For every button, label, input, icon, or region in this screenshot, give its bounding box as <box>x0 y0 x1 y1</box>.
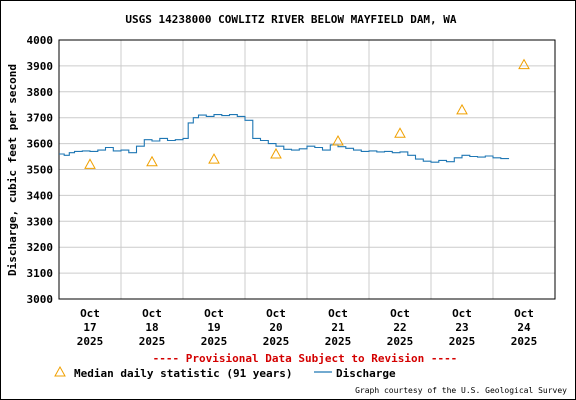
median-marker <box>394 127 406 138</box>
legend-discharge-label: Discharge <box>336 367 396 380</box>
x-tick-label: 2025 <box>325 335 352 348</box>
x-tick-labels: Oct172025Oct182025Oct192025Oct202025Oct2… <box>77 307 538 348</box>
provisional-note: ---- Provisional Data Subject to Revisio… <box>153 352 458 365</box>
y-axis-label: Discharge, cubic feet per second <box>6 64 19 276</box>
x-tick-label: Oct <box>328 307 348 320</box>
discharge-series <box>59 114 510 163</box>
x-tick-label: 2025 <box>77 335 104 348</box>
legend: Median daily statistic (91 years) Discha… <box>54 365 396 380</box>
x-tick-label: 2025 <box>263 335 290 348</box>
x-tick-label: 2025 <box>139 335 166 348</box>
y-tick-label: 3200 <box>27 241 54 254</box>
x-tick-label: 2025 <box>201 335 228 348</box>
y-tick-label: 3900 <box>27 60 54 73</box>
x-tick-label: 19 <box>207 321 220 334</box>
x-tick-label: Oct <box>452 307 472 320</box>
y-tick-label: 3000 <box>27 293 54 306</box>
median-marker <box>146 155 158 167</box>
x-tick-label: 17 <box>83 321 96 334</box>
x-tick-label: Oct <box>390 307 410 320</box>
y-tick-label: 3800 <box>27 86 54 99</box>
x-tick-label: 22 <box>393 321 406 334</box>
y-tick-label: 3300 <box>27 215 54 228</box>
x-tick-label: 2025 <box>511 335 538 348</box>
x-tick-label: 20 <box>269 321 282 334</box>
discharge-line <box>59 114 510 163</box>
legend-median-label: Median daily statistic (91 years) <box>74 367 293 380</box>
x-tick-label: 2025 <box>449 335 476 348</box>
x-tick-label: 21 <box>331 321 345 334</box>
median-marker <box>84 158 96 169</box>
chart-title: USGS 14238000 COWLITZ RIVER BELOW MAYFIE… <box>125 13 457 26</box>
x-tick-label: 18 <box>145 321 158 334</box>
x-tick-label: 23 <box>455 321 468 334</box>
x-tick-label: Oct <box>204 307 224 320</box>
x-tick-label: Oct <box>266 307 286 320</box>
median-marker <box>456 103 468 115</box>
y-tick-labels: 3000 3100 3200 3300 3400 3500 3600 3700 3800 3900… <box>27 34 54 306</box>
median-marker <box>208 153 220 164</box>
y-tick-label: 3700 <box>27 112 54 125</box>
x-tick-label: Oct <box>142 307 162 320</box>
grid-lines <box>59 39 555 300</box>
y-tick-label: 3100 <box>27 267 54 280</box>
x-tick-label: 24 <box>517 321 531 334</box>
credit-text: Graph courtesy of the U.S. Geological Su… <box>355 386 567 395</box>
median-marker <box>270 147 282 159</box>
x-tick-label: Oct <box>514 307 534 320</box>
x-tick-label: 2025 <box>387 335 414 348</box>
y-tick-label: 4000 <box>27 34 54 47</box>
y-tick-label: 3500 <box>27 164 54 177</box>
x-tick-label: Oct <box>80 307 100 320</box>
y-tick-label: 3600 <box>27 138 54 151</box>
median-series <box>84 58 530 169</box>
y-tick-label: 3400 <box>27 189 54 202</box>
median-marker <box>518 58 530 70</box>
median-marker <box>332 134 344 146</box>
plot-area <box>58 39 556 300</box>
legend-median-marker <box>54 365 66 377</box>
